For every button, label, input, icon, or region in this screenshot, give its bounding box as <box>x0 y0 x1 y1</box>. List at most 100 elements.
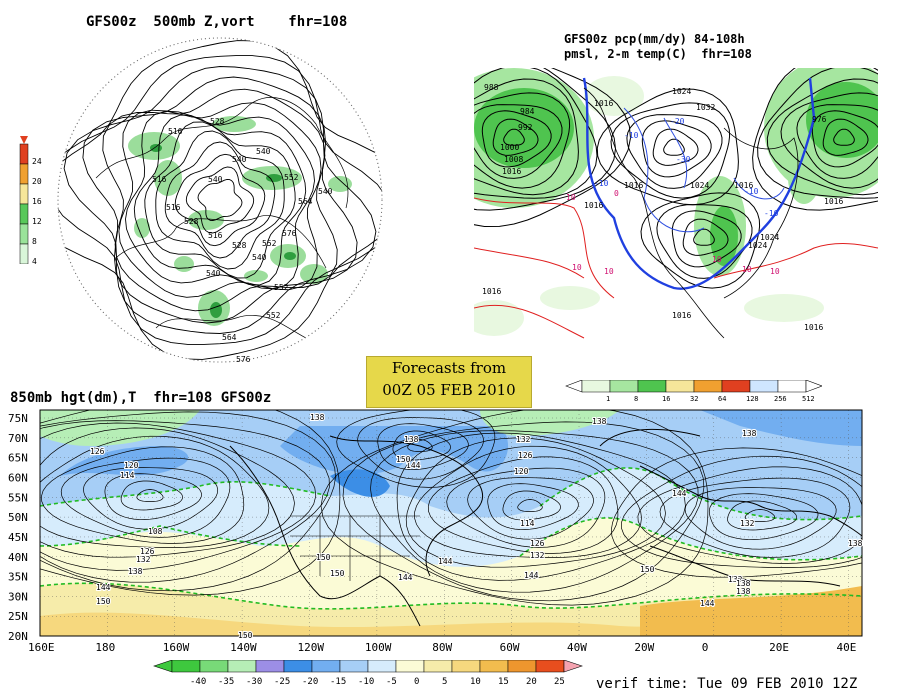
hgt850-map: 75N 70N 65N 60N 55N 50N 45N 40N 35N 30N 25N 20N 160E… <box>0 406 900 662</box>
hgt850-contour-label: 138 <box>736 579 751 588</box>
hgt850-lon-label: 180 <box>95 641 115 654</box>
precip-isobar <box>596 88 739 206</box>
precip-isobar <box>640 192 761 289</box>
vort-colorbar-swatch <box>19 203 29 225</box>
hgt850-colorbar-label: -40 <box>190 677 206 687</box>
precip-temp-label: -10 <box>764 209 779 218</box>
hgt850-contour <box>467 477 594 540</box>
precip-title-2: pmsl, 2-m temp(C) fhr=108 <box>564 47 752 61</box>
precip-colorbar-swatch <box>721 380 751 393</box>
precip-isobar <box>780 92 878 189</box>
hgt850-contour-label: 150 <box>640 565 655 574</box>
hgt850-contour <box>744 509 776 522</box>
precip-isobar <box>822 118 869 156</box>
vort-colorbar-label: 4 <box>32 257 37 264</box>
hgt850-colorbar-swatch <box>227 660 257 673</box>
precip-isobar <box>652 128 699 166</box>
hgt850-contour <box>727 500 797 531</box>
vort-contour-label: 552 <box>274 283 289 292</box>
precip-isobar-label: 976 <box>812 115 827 124</box>
precip-temp-label: 10 <box>742 265 752 274</box>
hgt850-contour <box>684 487 837 550</box>
precip-isobar <box>693 228 715 246</box>
hgt850-lat-label: 50N <box>8 511 28 524</box>
vort-colorbar: 24 20 16 12 8 4 <box>18 136 58 264</box>
vort-height-contour <box>82 76 358 324</box>
vort-contour-label: 540 <box>208 175 223 184</box>
hgt850-contour-label: 108 <box>148 527 163 536</box>
vort-height-contour <box>144 121 296 279</box>
hgt850-contour <box>40 410 341 596</box>
precip-temp-label: -10 <box>744 187 759 196</box>
vort-height-contour <box>118 102 322 298</box>
hgt850-contour <box>392 430 451 461</box>
hgt850-colorbar: -40 -35 -30 -25 -20 -15 -10 -5 0 5 10 15 20 25 <box>150 660 590 690</box>
hgt850-contour-label: 138 <box>592 417 607 426</box>
precip-isobar-label: 984 <box>520 107 535 116</box>
hgt850-contour-label: 144 <box>406 461 421 470</box>
vort-colorbar-label: 8 <box>32 237 37 246</box>
hgt850-lon-label: 160E <box>28 641 55 654</box>
precip-temp-label: 10 <box>566 193 576 202</box>
vort-contour-label: 576 <box>282 229 297 238</box>
hgt850-colorbar-label: -25 <box>274 677 290 687</box>
hgt850-contour-label: 138 <box>848 539 863 548</box>
vort-contour-label: 540 <box>256 147 271 156</box>
vort-colorbar-swatch <box>19 183 29 205</box>
vort-colorbar-swatch <box>19 243 29 264</box>
hgt850-contour <box>502 490 561 521</box>
precip-isobar <box>492 118 539 156</box>
hgt850-colorbar-label: 15 <box>498 677 509 687</box>
precip-colorbar-swatch <box>749 380 779 393</box>
vort-panel-title: GFS00z 500mb Z,vort fhr=108 <box>86 14 348 30</box>
hgt850-colorbar-label: 0 <box>414 677 419 687</box>
hgt850-colorbar-label: -10 <box>358 677 374 687</box>
hgt850-colorbar-swatch <box>451 660 481 673</box>
hgt850-contour-label: 126 <box>140 547 155 556</box>
precip-isobar-label: 1016 <box>804 323 823 332</box>
hgt850-lat-label: 25N <box>8 610 28 623</box>
hgt850-contour-label: 132 <box>740 519 755 528</box>
hgt850-contour <box>611 447 862 578</box>
hgt850-contour-label: 138 <box>742 429 757 438</box>
precip-temp-label: 10 <box>572 263 582 272</box>
vort-contour-label: 552 <box>284 173 299 182</box>
hgt850-colorbar-swatch <box>199 660 229 673</box>
vort-contour-label: 528 <box>184 217 199 226</box>
precip-isobar-label: 1000 <box>500 143 519 152</box>
precip-temp-label: 10 <box>712 255 722 264</box>
hgt850-colorbar-swatch <box>283 660 313 673</box>
precip-colorbar-swatch <box>637 380 667 393</box>
hgt850-contour <box>41 446 245 544</box>
hgt850-colorbar-label: -20 <box>302 677 318 687</box>
hgt850-contour <box>104 473 202 520</box>
precip-colorbar-swatch <box>581 380 611 393</box>
precip-isobar <box>626 114 723 189</box>
vort-colorbar-swatch <box>19 143 29 165</box>
precip-isobar <box>610 102 731 199</box>
hgt850-contour <box>637 466 862 564</box>
hgt850-contour-label: 132 <box>516 435 531 444</box>
precip-isobar <box>663 138 685 156</box>
precip-isobar-label: 1016 <box>584 201 603 210</box>
hgt850-contour-label: 126 <box>90 447 105 456</box>
precip-temp-label: -10 <box>594 179 609 188</box>
vort-contour-label: 528 <box>232 241 247 250</box>
hgt850-contour-label: 144 <box>700 599 715 608</box>
vort-contour-label: 540 <box>232 155 247 164</box>
vort-colorbar-label: 12 <box>32 217 42 226</box>
precip-isobar <box>757 68 878 199</box>
vort-colorbar-label: 20 <box>32 177 42 186</box>
hgt850-contour-label: 120 <box>124 461 139 470</box>
vort-contour-label: 516 <box>152 175 167 184</box>
hgt850-lat-label: 55N <box>8 491 28 504</box>
hgt850-contour <box>377 423 469 470</box>
precip-temp-label: 10 <box>770 267 780 276</box>
hgt850-lon-label: 0 <box>702 641 709 654</box>
vort-colorbar-label: 24 <box>32 157 42 166</box>
precip-isobar-label: 992 <box>518 123 533 132</box>
hgt850-title: 850mb hgt(dm),T fhr=108 GFS00z <box>10 390 272 406</box>
hgt850-lon-label: 140W <box>230 641 257 654</box>
vort-contour-label: 516 <box>166 203 181 212</box>
precip-isobar-label: 988 <box>484 83 499 92</box>
